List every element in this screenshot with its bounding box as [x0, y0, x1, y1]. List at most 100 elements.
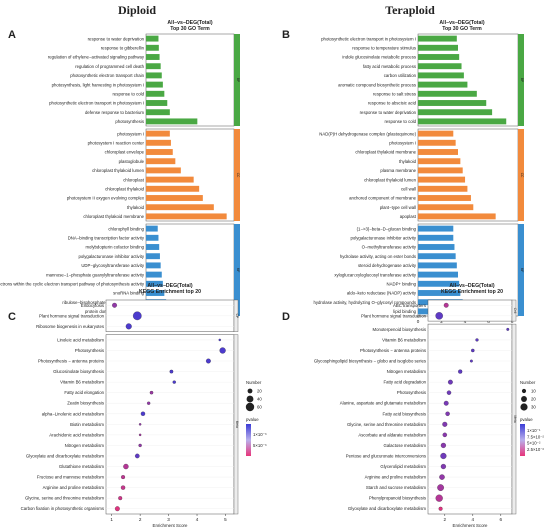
category-label: photosynthesis — [115, 119, 144, 124]
data-point — [218, 338, 221, 342]
bar — [418, 72, 464, 79]
bar — [146, 271, 162, 278]
category-label: response to salt stress — [373, 91, 416, 96]
term-label: Arachidonic acid metabolism — [49, 432, 104, 437]
bar — [146, 90, 165, 97]
data-point — [114, 506, 120, 512]
term-label: Endocytosis — [81, 303, 104, 308]
x-tick-label: 4 — [472, 517, 475, 522]
color-legend-label: 5×10⁻² — [527, 441, 541, 446]
data-point — [140, 411, 146, 416]
x-axis-label: Enrichment Score — [453, 523, 488, 528]
bar — [146, 280, 163, 287]
chart-subtitle: Top 30 GO Term — [170, 26, 210, 32]
chart-title: All−vs−DEG(Total) — [167, 20, 212, 26]
category-label: snoRNA binding — [113, 291, 144, 296]
category-label: chloroplast thylakoid membrane — [83, 214, 144, 219]
facet-strip — [518, 34, 524, 126]
bar — [146, 54, 160, 60]
facet-strip — [518, 224, 524, 316]
bar — [146, 253, 160, 260]
color-legend-label: 1×10⁻¹ — [527, 428, 541, 433]
bar — [418, 81, 468, 88]
x-tick-label: 5 — [224, 517, 227, 522]
bar — [418, 290, 461, 296]
bar — [418, 234, 454, 241]
category-label: plasma membrane — [380, 168, 416, 173]
category-label: chlorophyll binding — [108, 226, 144, 231]
x-axis-label: Enrichment Score — [153, 523, 188, 528]
color-bar — [520, 424, 525, 456]
category-label: polygalacturonase inhibitor activity — [351, 235, 417, 240]
facet-strip — [518, 129, 524, 221]
category-label: response to cold — [384, 119, 416, 124]
size-legend-dot — [246, 395, 254, 403]
data-point — [147, 401, 151, 405]
term-label: Photosynthesis − antenna proteins — [360, 348, 426, 353]
data-point — [440, 463, 446, 470]
category-label: hydrolase activity, hydrolyzing O−glycos… — [314, 300, 417, 305]
data-point — [149, 390, 154, 395]
facet-label: Cell — [513, 308, 517, 314]
data-point — [438, 506, 443, 511]
color-legend-label: 5×10⁻³ — [253, 443, 267, 448]
bar — [418, 139, 456, 146]
panel-letter: D — [282, 311, 290, 323]
data-point — [437, 484, 444, 491]
category-label: photosystem I — [117, 131, 144, 136]
data-point — [123, 463, 129, 470]
bar — [418, 280, 460, 287]
bar — [146, 100, 168, 106]
term-label: Alanine, aspartate and glutamate metabol… — [340, 401, 427, 406]
category-label: regulation of ethylene−activated signali… — [48, 55, 145, 60]
category-label: regulation of programmed cell death — [75, 64, 144, 69]
term-label: Fatty acid elongation — [64, 390, 104, 395]
data-point — [469, 359, 473, 363]
bar — [418, 262, 457, 269]
term-label: Linoleic acid metabolism — [57, 337, 104, 342]
term-label: Ascorbate and aldarate metabolism — [358, 432, 426, 437]
term-label: Glycerolipid metabolism — [380, 464, 426, 469]
size-legend-title: Number — [246, 380, 262, 385]
chart-subtitle: KEGG Enrichment top 20 — [139, 289, 201, 295]
term-label: Phenylpropanoid biosynthesis — [369, 496, 426, 501]
category-label: thylakoid — [399, 159, 417, 164]
bar — [418, 35, 457, 42]
x-tick-label: 2 — [444, 517, 447, 522]
bar — [146, 204, 214, 211]
data-point — [443, 400, 449, 406]
category-label: (1−>3)−beta−D−glucan binding — [357, 226, 417, 231]
data-point — [442, 432, 448, 438]
term-label: Photosynthesis — [75, 348, 104, 353]
term-label: Glycosphingolipid biosynthesis − globo a… — [314, 359, 426, 364]
term-label: Glycine, serine and threonine metabolism — [347, 422, 426, 427]
category-label: steroid dehydrogenase activity — [358, 263, 417, 268]
panel-kegg-teraploid: D All−vs−DEG(Total)KEGG Enrichment top 20… — [282, 283, 545, 528]
chart-subtitle: Top 30 GO Term — [442, 26, 482, 32]
facet-label: BP — [236, 78, 240, 82]
category-label: aromatic compound biosynthetic process — [338, 82, 416, 87]
category-label: chloroplast thylakoid lumen — [92, 168, 144, 173]
category-label: UDP−glycosyltransferase activity — [81, 263, 145, 268]
bar — [146, 167, 181, 174]
data-point — [125, 323, 132, 330]
panel-letter: C — [8, 311, 16, 323]
term-label: Zeatin biosynthesis — [67, 401, 104, 406]
facet-strip — [234, 224, 240, 316]
term-label: Glycine, serine and threonine metabolism — [25, 496, 104, 501]
term-label: Pentose and glucuronate interconversions — [346, 453, 426, 458]
category-label: anchored component of membrane — [349, 196, 416, 201]
category-label: photosynthesis, light harvesting in phot… — [52, 82, 144, 87]
bar — [418, 158, 461, 165]
term-label: Starch and sucrose metabolism — [366, 485, 427, 490]
term-label: Plant hormone signal transduction — [39, 313, 105, 318]
data-point — [120, 485, 126, 490]
data-point — [138, 423, 142, 426]
category-label: photosynthetic electron transport in pho… — [49, 101, 144, 106]
category-label: defense response to bacterium — [85, 110, 144, 115]
data-point — [138, 443, 142, 448]
size-legend-label: 20 — [531, 397, 536, 402]
term-label: Fatty acid biosynthesis — [383, 411, 426, 416]
category-label: NADP+ binding — [387, 281, 417, 286]
